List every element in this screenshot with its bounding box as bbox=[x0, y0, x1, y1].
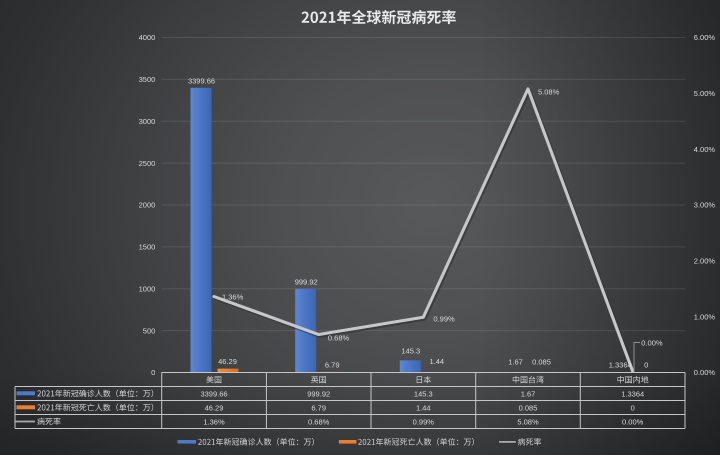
svg-text:1.67: 1.67 bbox=[521, 389, 536, 398]
svg-text:0.085: 0.085 bbox=[519, 403, 538, 412]
svg-text:3399.66: 3399.66 bbox=[188, 76, 215, 85]
svg-text:1.3364: 1.3364 bbox=[609, 360, 632, 369]
svg-text:1.44: 1.44 bbox=[429, 357, 444, 366]
svg-text:1.36%: 1.36% bbox=[222, 293, 244, 302]
svg-text:0.085: 0.085 bbox=[532, 358, 551, 367]
svg-text:5.08%: 5.08% bbox=[517, 417, 539, 426]
svg-text:145.3: 145.3 bbox=[414, 389, 433, 398]
svg-text:0: 0 bbox=[644, 360, 648, 369]
svg-text:0.99%: 0.99% bbox=[433, 314, 455, 323]
svg-text:0.00%: 0.00% bbox=[622, 417, 644, 426]
svg-text:999.92: 999.92 bbox=[295, 277, 318, 286]
svg-text:46.29: 46.29 bbox=[218, 357, 237, 366]
svg-text:1.44: 1.44 bbox=[416, 403, 431, 412]
svg-text:3.00%: 3.00% bbox=[694, 201, 716, 210]
svg-text:1.36%: 1.36% bbox=[203, 417, 225, 426]
svg-text:500: 500 bbox=[143, 326, 156, 335]
svg-text:0.68%: 0.68% bbox=[308, 417, 330, 426]
svg-text:46.29: 46.29 bbox=[205, 403, 224, 412]
svg-text:2.00%: 2.00% bbox=[694, 257, 716, 266]
svg-text:1.67: 1.67 bbox=[508, 358, 523, 367]
svg-text:4.00%: 4.00% bbox=[694, 145, 716, 154]
svg-text:6.79: 6.79 bbox=[325, 360, 340, 369]
svg-text:4000: 4000 bbox=[139, 33, 156, 42]
svg-text:145.3: 145.3 bbox=[401, 347, 420, 356]
svg-text:0.68%: 0.68% bbox=[328, 334, 350, 343]
svg-text:6.00%: 6.00% bbox=[694, 33, 716, 42]
svg-text:3500: 3500 bbox=[139, 75, 156, 84]
svg-text:1.00%: 1.00% bbox=[694, 312, 716, 321]
svg-text:0.00%: 0.00% bbox=[694, 368, 716, 377]
svg-text:1000: 1000 bbox=[139, 284, 156, 293]
svg-text:999.92: 999.92 bbox=[307, 389, 330, 398]
svg-text:6.79: 6.79 bbox=[311, 403, 326, 412]
svg-text:1500: 1500 bbox=[139, 243, 156, 252]
svg-text:1.3364: 1.3364 bbox=[621, 389, 644, 398]
svg-text:0: 0 bbox=[631, 403, 635, 412]
svg-text:5.08%: 5.08% bbox=[538, 87, 560, 96]
svg-text:0.99%: 0.99% bbox=[413, 417, 435, 426]
svg-text:5.00%: 5.00% bbox=[694, 89, 716, 98]
svg-text:3000: 3000 bbox=[139, 117, 156, 126]
svg-text:2500: 2500 bbox=[139, 159, 156, 168]
svg-text:0.00%: 0.00% bbox=[641, 338, 663, 347]
svg-text:3399.66: 3399.66 bbox=[200, 389, 227, 398]
svg-text:0: 0 bbox=[151, 368, 155, 377]
svg-text:2000: 2000 bbox=[139, 201, 156, 210]
